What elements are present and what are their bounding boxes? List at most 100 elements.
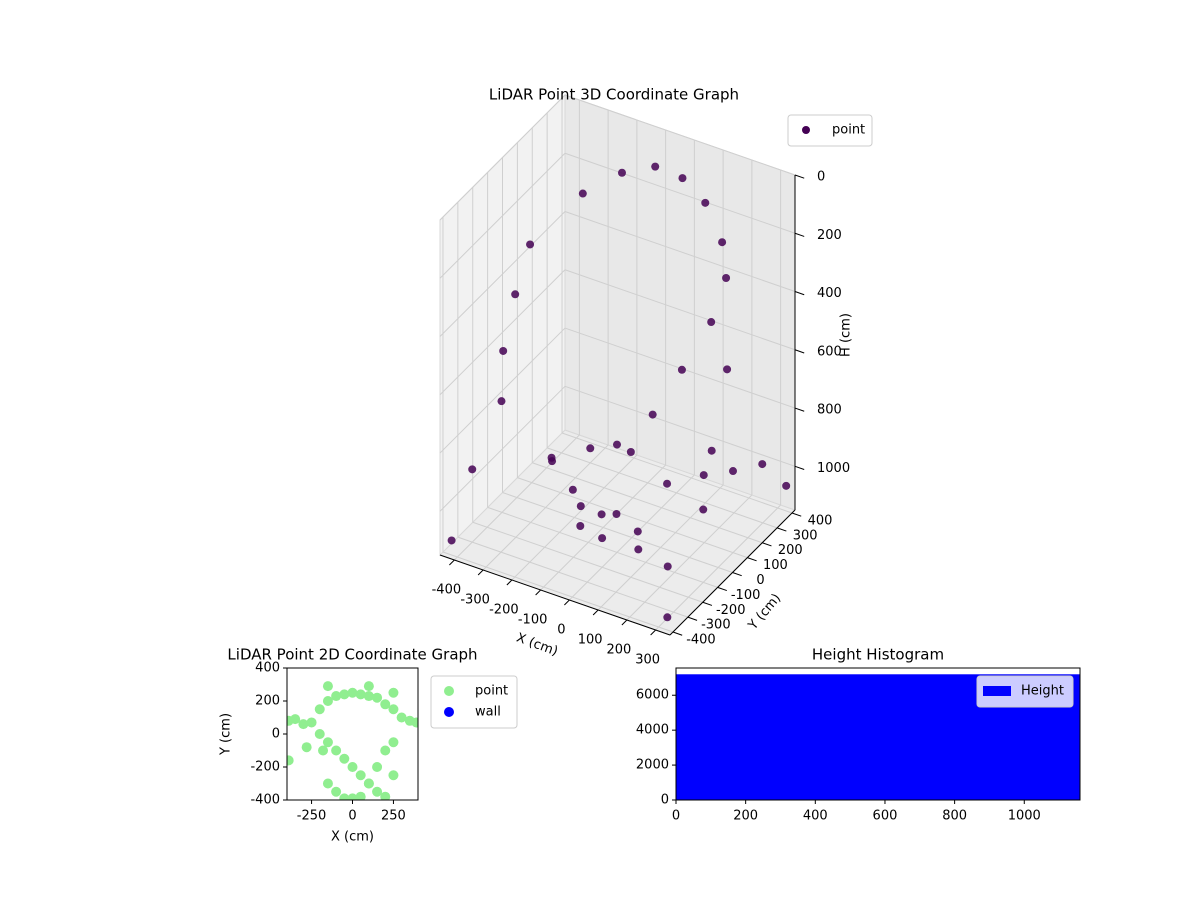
point bbox=[339, 753, 350, 764]
point bbox=[380, 745, 391, 756]
point bbox=[301, 742, 312, 753]
point bbox=[758, 460, 767, 469]
point bbox=[372, 762, 383, 772]
point bbox=[648, 410, 657, 419]
point bbox=[548, 457, 557, 466]
grid-line bbox=[457, 536, 689, 618]
point bbox=[322, 681, 333, 692]
point bbox=[677, 365, 686, 374]
y-tick-label: 300 bbox=[793, 528, 818, 543]
point bbox=[526, 240, 535, 249]
point bbox=[699, 471, 708, 480]
x-tick-label: 200 bbox=[733, 809, 758, 824]
grid-line bbox=[502, 492, 733, 573]
y-axis-line bbox=[669, 509, 796, 636]
grid-line bbox=[532, 462, 763, 544]
z-tick-label: 800 bbox=[817, 403, 842, 418]
z-tick bbox=[794, 291, 805, 296]
legend: point wall bbox=[430, 675, 518, 729]
axes-frame bbox=[675, 667, 1081, 801]
legend-label: point bbox=[832, 123, 865, 138]
point bbox=[617, 168, 626, 177]
legend-swatch bbox=[983, 686, 1011, 696]
point bbox=[347, 762, 358, 772]
y-tick-label: 200 bbox=[255, 694, 280, 709]
point bbox=[468, 465, 477, 474]
x-axis-line bbox=[439, 554, 671, 636]
x-tick-label: -400 bbox=[432, 583, 462, 598]
point bbox=[633, 527, 642, 536]
chart-title: Height Histogram bbox=[812, 646, 944, 664]
point bbox=[314, 704, 325, 715]
grid-line bbox=[564, 94, 796, 176]
y-tick bbox=[717, 586, 727, 592]
legend-frame bbox=[787, 114, 873, 147]
point bbox=[331, 786, 342, 797]
x-tick bbox=[650, 629, 656, 636]
y-tick bbox=[747, 557, 757, 562]
point bbox=[678, 174, 687, 183]
point bbox=[372, 692, 383, 703]
x-axis-label: X (cm) bbox=[331, 830, 374, 845]
z-tick bbox=[794, 465, 805, 470]
legend-marker bbox=[444, 707, 454, 717]
point bbox=[355, 689, 366, 700]
z-tick-label: 600 bbox=[817, 344, 842, 359]
x-tick-label: 0 bbox=[672, 809, 680, 824]
y-tick-label: 400 bbox=[255, 661, 280, 676]
x-tick-label: 100 bbox=[578, 633, 603, 648]
z-tick bbox=[794, 407, 805, 412]
z-axis-label: H (cm) bbox=[839, 313, 854, 357]
point bbox=[388, 737, 399, 748]
grid-line bbox=[472, 521, 703, 603]
legend-label: wall bbox=[475, 705, 501, 720]
legend-label: Height bbox=[1021, 684, 1064, 699]
chart-title: LiDAR Point 2D Coordinate Graph bbox=[227, 646, 477, 664]
z-tick bbox=[794, 232, 805, 237]
point bbox=[363, 778, 374, 789]
x-tick-label: 400 bbox=[803, 809, 828, 824]
legend: point bbox=[787, 114, 873, 147]
y-tick bbox=[687, 616, 698, 621]
y-tick-label: -300 bbox=[701, 618, 731, 633]
y-tick-label: 200 bbox=[778, 543, 803, 558]
y-tick-label: 4000 bbox=[636, 723, 669, 738]
point bbox=[586, 444, 595, 453]
y-tick-label: 400 bbox=[808, 513, 833, 528]
point bbox=[322, 696, 333, 706]
point bbox=[347, 687, 358, 698]
x-tick-label: -200 bbox=[489, 603, 519, 618]
z-tick-label: 400 bbox=[817, 286, 842, 301]
grid-line bbox=[442, 551, 674, 633]
axes-frame bbox=[286, 667, 419, 801]
point bbox=[388, 687, 399, 698]
y-tick bbox=[762, 542, 772, 547]
grid-line bbox=[439, 211, 566, 337]
x-tick bbox=[477, 569, 484, 576]
point bbox=[447, 536, 456, 545]
point bbox=[699, 505, 708, 514]
point bbox=[634, 545, 643, 554]
grid-line bbox=[439, 385, 566, 512]
point bbox=[568, 485, 577, 494]
point bbox=[411, 717, 418, 728]
point bbox=[372, 786, 383, 797]
grid-line bbox=[564, 385, 796, 467]
x-tick-label: 300 bbox=[635, 653, 660, 668]
x-tick bbox=[564, 599, 570, 606]
y-tick-label: -400 bbox=[250, 793, 280, 808]
x-axis-label: X (cm) bbox=[514, 631, 560, 660]
point bbox=[388, 770, 399, 781]
z-tick-label: 200 bbox=[817, 228, 842, 243]
point bbox=[651, 162, 660, 171]
point bbox=[499, 346, 508, 355]
point bbox=[701, 198, 710, 207]
point bbox=[363, 681, 374, 692]
chart-title: LiDAR Point 3D Coordinate Graph bbox=[489, 86, 739, 104]
point bbox=[723, 365, 732, 374]
z-tick bbox=[794, 174, 805, 179]
point bbox=[707, 318, 716, 327]
z-tick-label: 1000 bbox=[817, 461, 850, 476]
y-tick-label: 100 bbox=[763, 558, 788, 573]
